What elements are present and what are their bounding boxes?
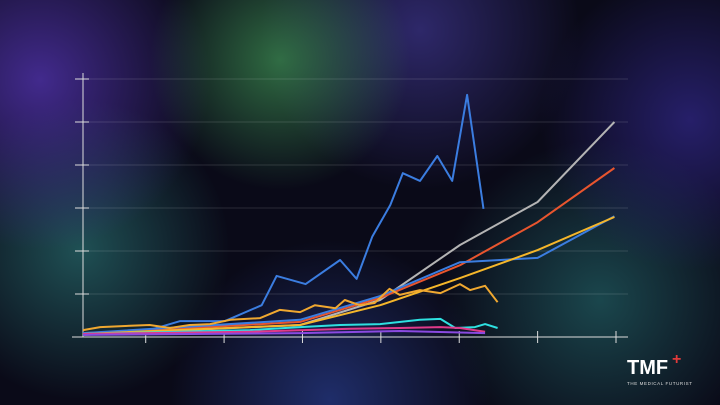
series-line [82, 167, 615, 335]
series-line [82, 216, 615, 335]
series-line [82, 121, 616, 336]
series-line [82, 283, 499, 332]
series-line [82, 330, 486, 336]
series-line [82, 317, 498, 335]
series-line [82, 215, 615, 335]
series-line [82, 326, 486, 335]
logo-tagline: THE MEDICAL FUTURIST [627, 381, 693, 386]
series-line [82, 93, 485, 335]
logo-plus: + [672, 351, 681, 368]
logo-name: TMF [627, 357, 668, 379]
